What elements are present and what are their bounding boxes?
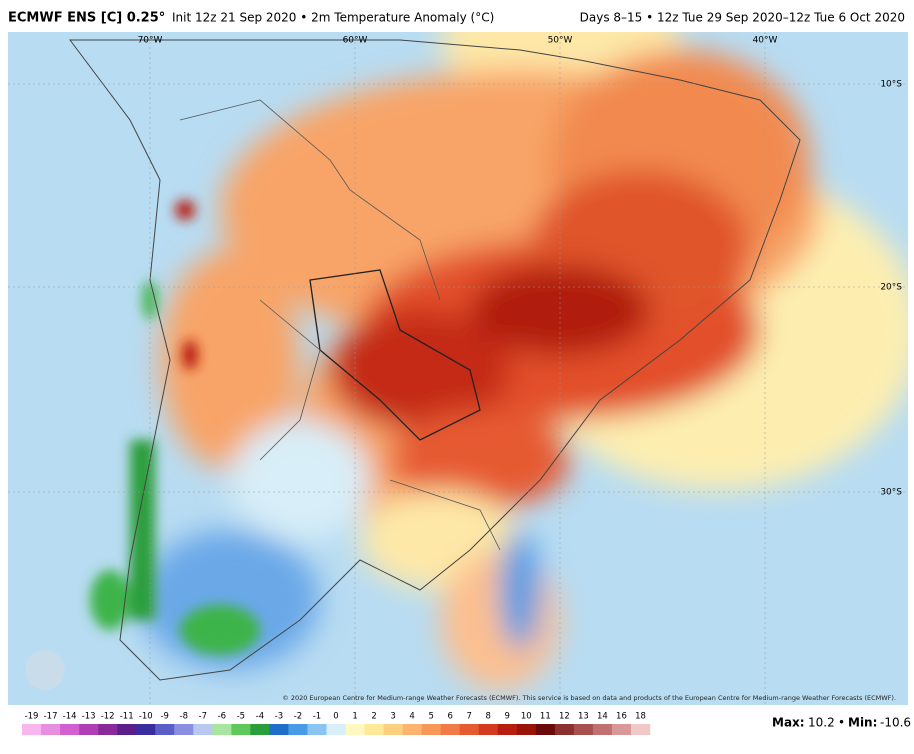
lon-label: 50°W — [548, 36, 573, 46]
map: 70°W 60°W 50°W 40°W 10°S 20°S 30°S © 202… — [8, 32, 908, 705]
colorbar-cell — [269, 724, 289, 735]
min-value: -10.6 — [880, 716, 911, 730]
colorbar-cell — [611, 724, 632, 735]
colorbar-label: 0 — [333, 712, 338, 722]
colorbar-cell — [345, 724, 365, 735]
colorbar-cell — [174, 724, 194, 735]
colorbar-cell — [630, 724, 651, 735]
min-label: Min: — [848, 716, 877, 730]
colorbar-label: 3 — [390, 712, 395, 722]
colorbar: -19 -17 -14 -13 -12 -11 -10 -9 -8 -7 -6 -5 -4 -3 -2 -1 0… — [22, 712, 651, 735]
max-label: Max: — [772, 716, 805, 730]
colorbar-cell — [22, 724, 42, 735]
colorbar-label: -4 — [256, 712, 264, 722]
colorbar-label: 5 — [428, 712, 433, 722]
colorbar-label: 8 — [486, 712, 491, 722]
credit: © 2020 European Centre for Medium-range … — [282, 694, 896, 702]
colorbar-cell — [193, 724, 213, 735]
lon-label: 70°W — [138, 36, 163, 46]
colorbar-cell — [136, 724, 156, 735]
colorbar-cell — [592, 724, 613, 735]
colorbar-cell — [250, 724, 270, 735]
colorbar-label: -12 — [101, 712, 115, 722]
colorbar-cell — [60, 724, 80, 735]
colorbar-cell — [155, 724, 175, 735]
colorbar-cell — [98, 724, 118, 735]
colorbar-cell — [79, 724, 99, 735]
colorbar-label: 18 — [635, 712, 646, 722]
max-value: 10.2 — [808, 716, 835, 730]
colorbar-cell — [440, 724, 460, 735]
lon-label: 40°W — [753, 36, 778, 46]
colorbar-cell — [497, 724, 518, 735]
colorbar-label: 4 — [409, 712, 414, 722]
colorbar-label: -10 — [139, 712, 153, 722]
header-model: ECMWF ENS [C] 0.25° — [8, 11, 165, 26]
colorbar-label: 13 — [578, 712, 589, 722]
lon-label: 60°W — [343, 36, 368, 46]
colorbar-label: 16 — [616, 712, 627, 722]
colorbar-cell — [288, 724, 308, 735]
colorbar-label: -6 — [218, 712, 226, 722]
colorbar-label: 12 — [559, 712, 570, 722]
colorbar-label: 10 — [521, 712, 532, 722]
colorbar-cell — [307, 724, 327, 735]
colorbar-label: -5 — [237, 712, 245, 722]
header-description: Init 12z 21 Sep 2020 • 2m Temperature An… — [172, 11, 494, 25]
colorbar-label: -9 — [160, 712, 168, 722]
lat-label: 20°S — [880, 283, 902, 293]
colorbar-label: -7 — [199, 712, 207, 722]
colorbar-label: 6 — [447, 712, 452, 722]
colorbar-cell — [117, 724, 137, 735]
colorbar-label: 7 — [467, 712, 472, 722]
colorbar-cell — [326, 724, 346, 735]
colorbar-cell — [364, 724, 384, 735]
lat-label: 30°S — [880, 488, 902, 498]
colorbar-label: 14 — [597, 712, 608, 722]
logo — [25, 650, 65, 690]
colorbar-label: -1 — [313, 712, 321, 722]
lat-label: 10°S — [880, 80, 902, 90]
colorbar-cell — [421, 724, 441, 735]
colorbar-cell — [516, 724, 537, 735]
colorbar-cell — [478, 724, 499, 735]
colorbar-cell — [383, 724, 403, 735]
colorbar-cell — [402, 724, 422, 735]
separator: • — [838, 716, 845, 730]
colorbar-label: 2 — [371, 712, 376, 722]
colorbar-label: -14 — [63, 712, 77, 722]
colorbar-cell — [573, 724, 594, 735]
colorbar-label: 11 — [540, 712, 551, 722]
colorbar-label: 1 — [352, 712, 357, 722]
colorbar-cell — [41, 724, 61, 735]
colorbar-label: -3 — [275, 712, 283, 722]
colorbar-label: -13 — [82, 712, 96, 722]
colorbar-label: -11 — [120, 712, 134, 722]
header-valid: Days 8–15 • 12z Tue 29 Sep 2020–12z Tue … — [580, 11, 905, 25]
colorbar-cell — [231, 724, 251, 735]
colorbar-label: 9 — [505, 712, 510, 722]
colorbar-cell — [459, 724, 480, 735]
colorbar-label: -2 — [294, 712, 302, 722]
colorbar-label: -19 — [25, 712, 39, 722]
colorbar-label: -17 — [44, 712, 58, 722]
colorbar-label: -8 — [180, 712, 188, 722]
colorbar-cell — [535, 724, 556, 735]
colorbar-cell — [554, 724, 575, 735]
colorbar-cell — [212, 724, 232, 735]
